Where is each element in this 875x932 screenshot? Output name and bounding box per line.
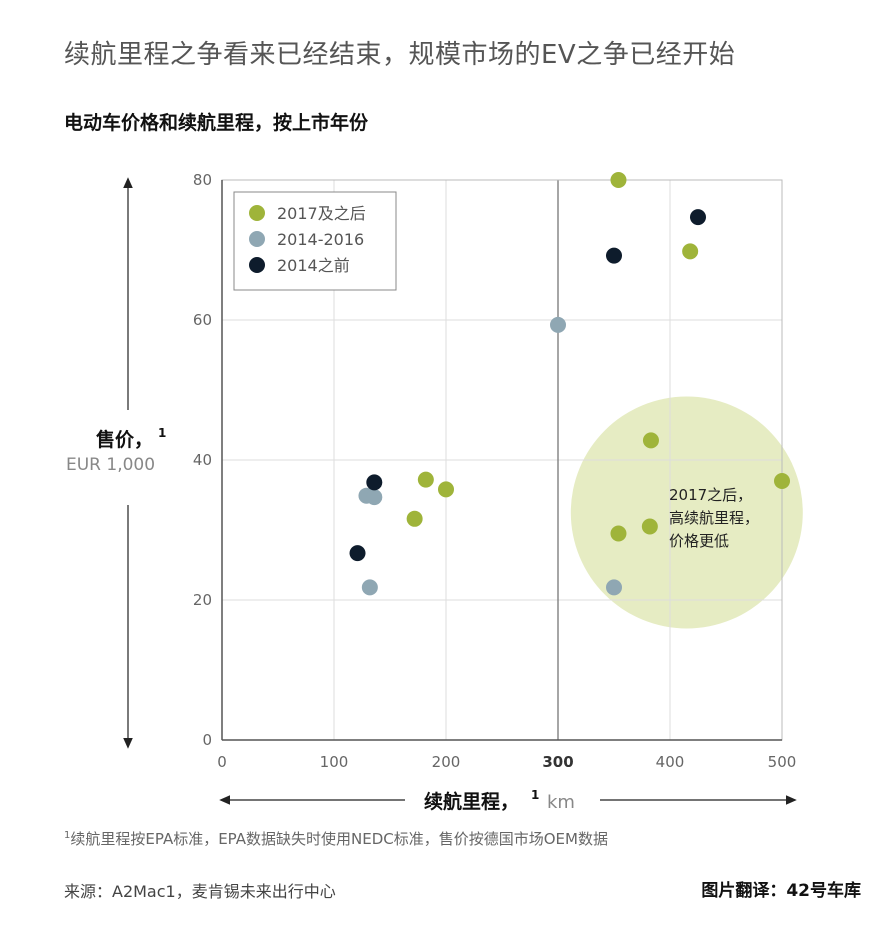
data-point bbox=[406, 510, 423, 527]
y-axis-unit: EUR 1,000 bbox=[66, 455, 155, 475]
footnote-mark: 1 bbox=[64, 830, 71, 841]
headline: 续航里程之争看来已经结束，规模市场的EV之争已经开始 bbox=[64, 40, 736, 70]
chart-title: 电动车价格和续航里程，按上市年份 bbox=[64, 112, 369, 134]
data-point bbox=[641, 518, 658, 535]
highlight-circle bbox=[570, 396, 803, 629]
y-tick-label: 40 bbox=[193, 451, 212, 469]
footnote: 1续航里程按EPA标准，EPA数据缺失时使用NEDC标准，售价按德国市场OEM数… bbox=[64, 828, 608, 849]
data-point bbox=[606, 247, 622, 264]
translation-credit: 图片翻译：42号车库 bbox=[701, 881, 861, 901]
legend-label: 2017及之后 bbox=[277, 204, 366, 223]
legend-label: 2014之前 bbox=[277, 256, 350, 275]
x-tick-label: 100 bbox=[320, 753, 349, 771]
data-point bbox=[690, 209, 706, 226]
x-tick-label: 300 bbox=[542, 753, 573, 771]
x-axis-unit: km bbox=[547, 792, 575, 813]
data-point bbox=[610, 172, 627, 188]
x-tick-label: 200 bbox=[432, 753, 461, 771]
data-point bbox=[349, 545, 366, 562]
data-point bbox=[366, 489, 383, 506]
data-point bbox=[366, 474, 383, 491]
legend-marker bbox=[249, 257, 265, 273]
data-point bbox=[438, 481, 454, 498]
y-tick-label: 80 bbox=[193, 171, 212, 189]
data-point bbox=[610, 525, 627, 542]
source-note: 来源：A2Mac1，麦肯锡未来出行中心 bbox=[64, 882, 336, 901]
data-point bbox=[642, 432, 659, 449]
x-axis-label: 续航里程， bbox=[424, 790, 519, 813]
footnote-text: 续航里程按EPA标准，EPA数据缺失时使用NEDC标准，售价按德国市场OEM数据 bbox=[70, 830, 608, 848]
annotation-text: 2017之后， bbox=[669, 486, 752, 504]
y-tick-label: 60 bbox=[193, 311, 212, 329]
data-point bbox=[774, 473, 790, 489]
legend-marker bbox=[249, 205, 265, 221]
annotation-text: 价格更低 bbox=[669, 532, 729, 550]
data-point bbox=[550, 316, 566, 333]
data-point bbox=[606, 579, 622, 596]
y-tick-label: 0 bbox=[202, 731, 212, 749]
x-tick-label: 400 bbox=[656, 753, 685, 771]
y-axis-label-sup: 1 bbox=[158, 426, 166, 440]
legend-marker bbox=[249, 231, 265, 247]
x-axis-label-sup: 1 bbox=[531, 788, 539, 802]
y-axis-label: 售价， bbox=[95, 428, 153, 451]
y-tick-label: 20 bbox=[193, 591, 212, 609]
data-point bbox=[361, 579, 378, 596]
data-point bbox=[682, 243, 699, 260]
legend-label: 2014-2016 bbox=[277, 230, 364, 249]
annotation-text: 高续航里程， bbox=[669, 509, 759, 527]
x-tick-label: 0 bbox=[217, 753, 227, 771]
data-point bbox=[417, 471, 434, 488]
x-tick-label: 500 bbox=[768, 753, 797, 771]
